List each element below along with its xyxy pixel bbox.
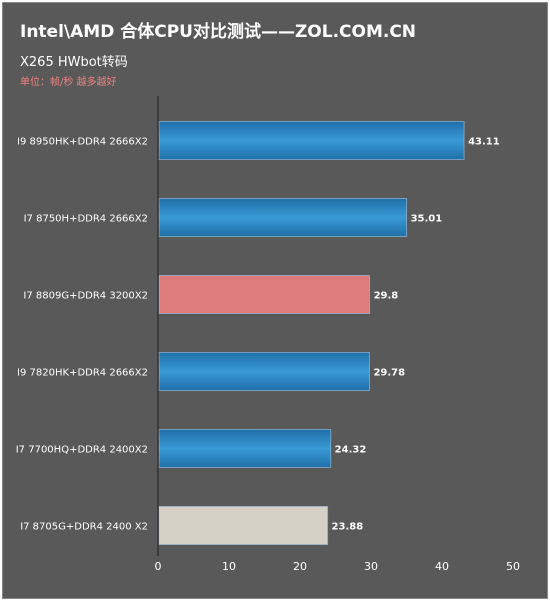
data-label: 29.8 xyxy=(374,291,399,302)
x-tick-label: 10 xyxy=(222,560,236,573)
category-label: I9 7820HK+DDR4 2666X2 xyxy=(17,368,148,379)
bar xyxy=(158,352,370,391)
data-label: 29.78 xyxy=(373,368,405,379)
axis-layer: 0 10 20 30 40 50 xyxy=(155,96,520,573)
category-label: I9 8950HK+DDR4 2666X2 xyxy=(17,137,148,148)
x-tick-label: 40 xyxy=(435,560,449,573)
bar xyxy=(158,506,329,545)
x-tick-label: 50 xyxy=(506,560,520,573)
bar xyxy=(158,275,371,314)
data-label: 23.88 xyxy=(332,522,364,533)
data-label: 35.01 xyxy=(411,214,443,225)
bars-layer xyxy=(158,121,465,545)
bar xyxy=(158,429,332,468)
chart-unit-note: 单位：帧/秒 越多越好 xyxy=(20,77,117,88)
x-tick-label: 20 xyxy=(293,560,307,573)
x-tick-label: 0 xyxy=(155,560,162,573)
bar xyxy=(158,121,465,160)
bar xyxy=(158,198,408,237)
category-label: I7 8750H+DDR4 2666X2 xyxy=(24,214,148,225)
chart-subtitle: X265 HWbot转码 xyxy=(20,55,128,70)
category-label: I7 8809G+DDR4 3200X2 xyxy=(23,291,148,302)
category-label: I7 8705G+DDR4 2400 X2 xyxy=(20,522,148,533)
data-label: 24.32 xyxy=(335,445,367,456)
category-label: I7 7700HQ+DDR4 2400X2 xyxy=(16,445,148,456)
chart-title: Intel\AMD 合体CPU对比测试——ZOL.COM.CN xyxy=(20,22,417,42)
x-tick-label: 30 xyxy=(364,560,378,573)
labels-layer: I9 8950HK+DDR4 2666X2 43.11 I7 8750H+DDR4 … xyxy=(16,137,500,533)
data-label: 43.11 xyxy=(468,137,500,148)
